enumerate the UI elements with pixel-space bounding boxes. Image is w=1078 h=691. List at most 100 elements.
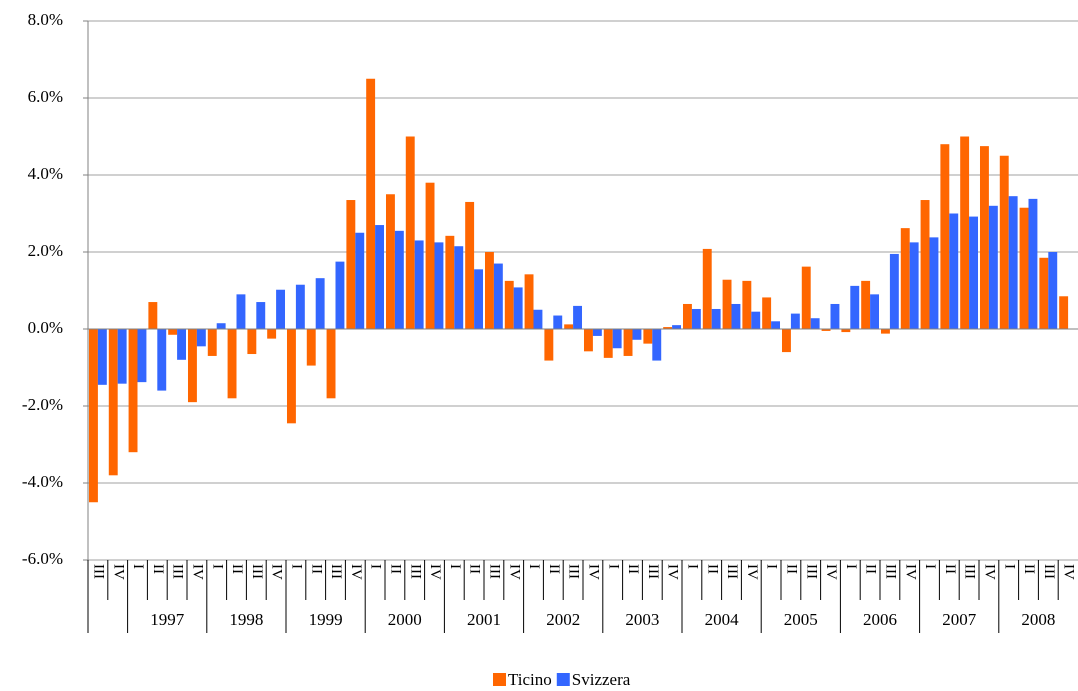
bar [731, 303, 741, 329]
x-tick-label: IV [1061, 564, 1077, 580]
x-group-label: 2004 [705, 610, 740, 629]
bar [196, 329, 206, 347]
y-tick-label: 0.0% [28, 318, 63, 337]
y-tick-label: -4.0% [22, 472, 63, 491]
x-tick-label: IV [665, 564, 681, 580]
x-tick-label: III [170, 564, 186, 579]
bar [920, 200, 930, 329]
x-tick-label: IV [506, 564, 522, 580]
x-group-label: 2003 [625, 610, 659, 629]
x-tick-label: III [328, 564, 344, 579]
bar [940, 144, 950, 329]
bar [929, 237, 939, 329]
bar [553, 315, 563, 329]
bar [702, 248, 712, 329]
x-tick-label: III [407, 564, 423, 579]
x-tick-label: II [783, 564, 799, 574]
x-tick-label: I [209, 564, 225, 569]
bar [493, 263, 503, 329]
bar [583, 329, 593, 352]
x-tick-label: III [249, 564, 265, 579]
bar [949, 213, 959, 329]
bar [592, 329, 602, 336]
bar [524, 274, 534, 329]
x-tick-label: II [625, 564, 641, 574]
x-tick-label: I [605, 564, 621, 569]
x-tick-label: III [486, 564, 502, 579]
x-tick-label: I [526, 564, 542, 569]
x-group-label: 1998 [229, 610, 263, 629]
bar [880, 329, 890, 334]
bar [632, 329, 642, 340]
legend-swatch [493, 673, 506, 686]
bar [187, 329, 197, 403]
x-tick-label: I [922, 564, 938, 569]
x-tick-label: I [1001, 564, 1017, 569]
bar [315, 278, 325, 329]
bar [454, 246, 464, 329]
x-tick-label: II [1021, 564, 1037, 574]
x-tick-label: III [724, 564, 740, 579]
bar [1019, 207, 1029, 329]
bar [326, 329, 336, 399]
x-tick-label: II [546, 564, 562, 574]
bar [286, 329, 296, 424]
bar [108, 329, 118, 476]
x-tick-label: I [368, 564, 384, 569]
x-tick-label: II [387, 564, 403, 574]
bar [603, 329, 613, 358]
bar [623, 329, 633, 356]
bar [612, 329, 622, 349]
bar [148, 302, 158, 329]
bar [276, 289, 286, 329]
x-tick-label: II [942, 564, 958, 574]
x-tick-label: III [1041, 564, 1057, 579]
bar [355, 232, 365, 329]
bar [909, 242, 919, 329]
y-tick-label: 8.0% [28, 10, 63, 29]
bar [434, 242, 444, 329]
x-tick-label: II [229, 564, 245, 574]
bar [97, 329, 107, 385]
bar [790, 313, 800, 329]
bar [484, 252, 494, 329]
bar [157, 329, 167, 391]
legend-swatch [556, 673, 570, 686]
bar [801, 266, 811, 329]
bar [385, 194, 395, 329]
bar [861, 280, 871, 329]
bar [969, 216, 979, 329]
bar [474, 269, 484, 329]
bar [643, 329, 653, 344]
bar [979, 146, 989, 329]
bar [850, 285, 860, 329]
bar [207, 329, 217, 356]
bar [663, 327, 673, 329]
bar [810, 318, 820, 329]
x-tick-label: II [704, 564, 720, 574]
bar [346, 200, 356, 329]
x-tick-label: III [90, 564, 106, 579]
x-tick-label: IV [269, 564, 285, 580]
x-group-label: 2002 [546, 610, 580, 629]
y-tick-label: 6.0% [28, 87, 63, 106]
bar [445, 235, 455, 329]
bar [988, 205, 998, 329]
x-group-label: 2000 [388, 610, 422, 629]
bar [771, 321, 781, 329]
bar [504, 280, 514, 329]
x-tick-label: I [764, 564, 780, 569]
x-tick-label: IV [427, 564, 443, 580]
bar [335, 261, 345, 329]
x-tick-label: III [962, 564, 978, 579]
x-tick-label: I [843, 564, 859, 569]
bar [999, 155, 1009, 329]
bar [722, 279, 732, 329]
x-tick-label: II [150, 564, 166, 574]
bar [425, 182, 435, 329]
x-group-label: 1999 [309, 610, 343, 629]
bar [1039, 257, 1049, 329]
x-group-label: 2008 [1021, 610, 1055, 629]
bar [168, 329, 178, 335]
